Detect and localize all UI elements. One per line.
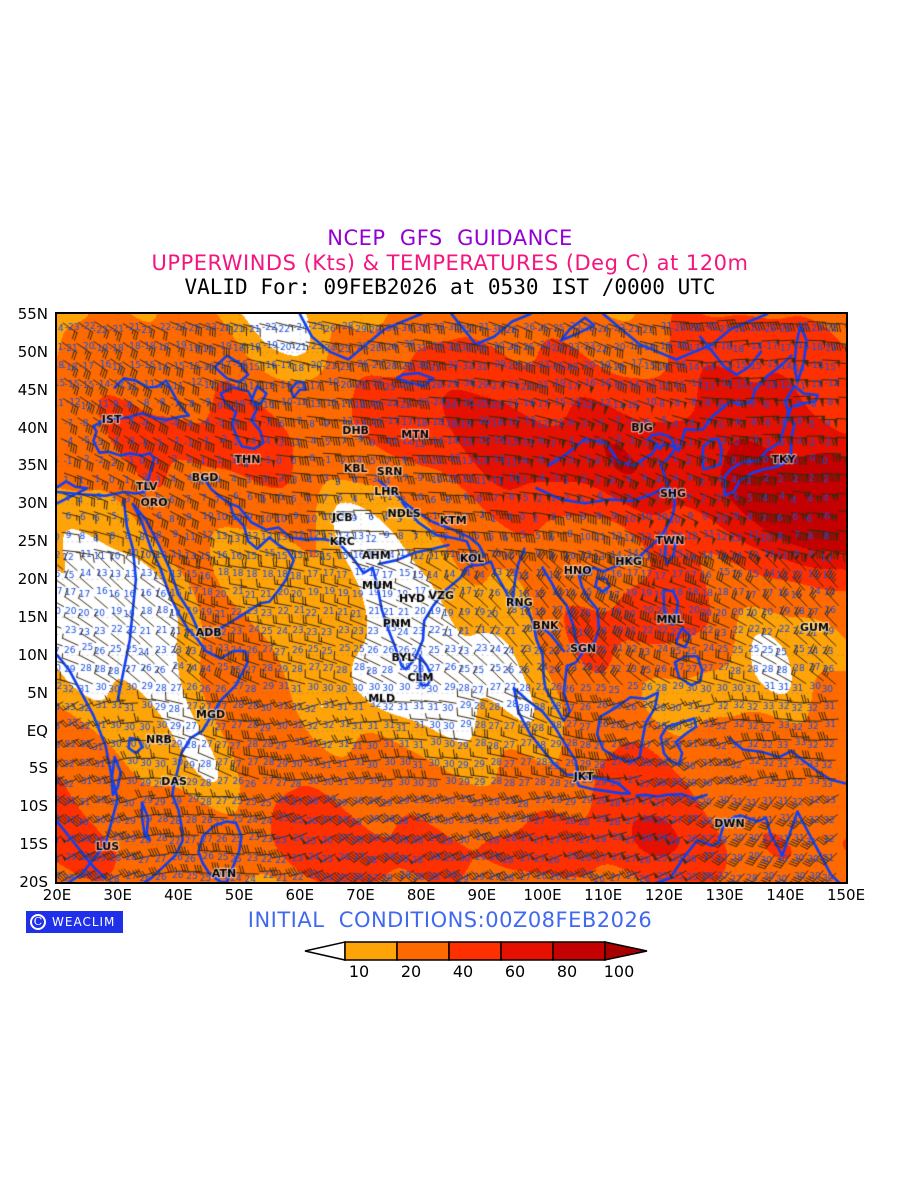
longitude-tick: 20E (42, 886, 72, 904)
colorbar-tick: 100 (603, 962, 635, 981)
longitude-tick: 120E (644, 886, 683, 904)
latitude-tick: 30N (17, 494, 48, 513)
longitude-tick: 110E (584, 886, 623, 904)
latitude-tick: 55N (17, 305, 48, 323)
longitude-tick: 80E (406, 886, 436, 904)
title-line-model: NCEP GFS GUIDANCE (327, 226, 573, 250)
colorbar-tick: 40 (452, 962, 474, 981)
colorbar-tick: 80 (556, 962, 578, 981)
title-line-valid-time: VALID For: 09FEB2026 at 0530 IST /0000 U… (184, 275, 716, 299)
latitude-tick: 50N (17, 342, 48, 361)
longitude-tick: 150E (826, 886, 866, 904)
latitude-tick: 40N (17, 418, 48, 437)
longitude-tick: 40E (164, 886, 193, 904)
colorbar: 10 20 40 60 80 100 (0, 938, 900, 988)
title-line-variable: UPPERWINDS (Kts) & TEMPERATURES (Deg C) … (151, 251, 749, 275)
colorbar-tick: 60 (504, 962, 526, 981)
colorbar-swatches (304, 941, 648, 961)
latitude-tick: 5S (28, 759, 48, 778)
latitude-tick: 45N (17, 380, 48, 399)
colorbar-tick: 10 (348, 962, 370, 981)
latitude-tick: 20S (19, 873, 48, 891)
colorbar-segment (552, 941, 606, 961)
latitude-tick: 20N (17, 570, 48, 589)
longitude-tick: 90E (467, 886, 497, 904)
latitude-tick: 10N (17, 645, 48, 664)
initial-conditions-label: INITIAL CONDITIONS:00Z08FEB2026 (247, 908, 653, 932)
colorbar-segment (500, 941, 554, 961)
longitude-axis: 20E 30E 40E 50E 60E 70E 80E 90E 100E 110E 120E 130E… (43, 886, 865, 910)
copyright-icon: C (30, 914, 46, 930)
map-plot-area (55, 312, 848, 884)
longitude-tick: 140E (766, 886, 805, 904)
colorbar-segment (396, 941, 450, 961)
weaclim-logo-text: WEACLIM (52, 915, 116, 929)
latitude-tick: 5N (27, 683, 48, 702)
latitude-tick: 15S (19, 835, 48, 854)
latitude-tick: 35N (17, 456, 48, 475)
colorbar-arrow-high (604, 941, 648, 961)
latitude-tick: 15N (17, 607, 48, 626)
latitude-tick: 25N (17, 532, 48, 551)
colorbar-tick: 20 (400, 962, 422, 981)
longitude-tick: 30E (103, 886, 132, 904)
longitude-tick: 100E (523, 886, 562, 904)
latitude-tick: EQ (26, 721, 48, 740)
longitude-tick: 50E (224, 886, 254, 904)
latitude-axis: 55N 50N 45N 40N 35N 30N 25N 20N 15N 10N 5N EQ 5S 10S 1… (0, 305, 52, 891)
chart-title-block: NCEP GFS GUIDANCE UPPERWINDS (Kts) & TEM… (0, 228, 900, 298)
longitude-tick: 70E (346, 886, 375, 904)
longitude-tick: 130E (705, 886, 744, 904)
map-canvas (57, 314, 846, 882)
longitude-tick: 60E (285, 886, 315, 904)
weaclim-logo: C WEACLIM (26, 911, 124, 933)
colorbar-segment (344, 941, 398, 961)
latitude-tick: 10S (19, 797, 48, 816)
colorbar-arrow-low (304, 941, 346, 961)
colorbar-segment (448, 941, 502, 961)
